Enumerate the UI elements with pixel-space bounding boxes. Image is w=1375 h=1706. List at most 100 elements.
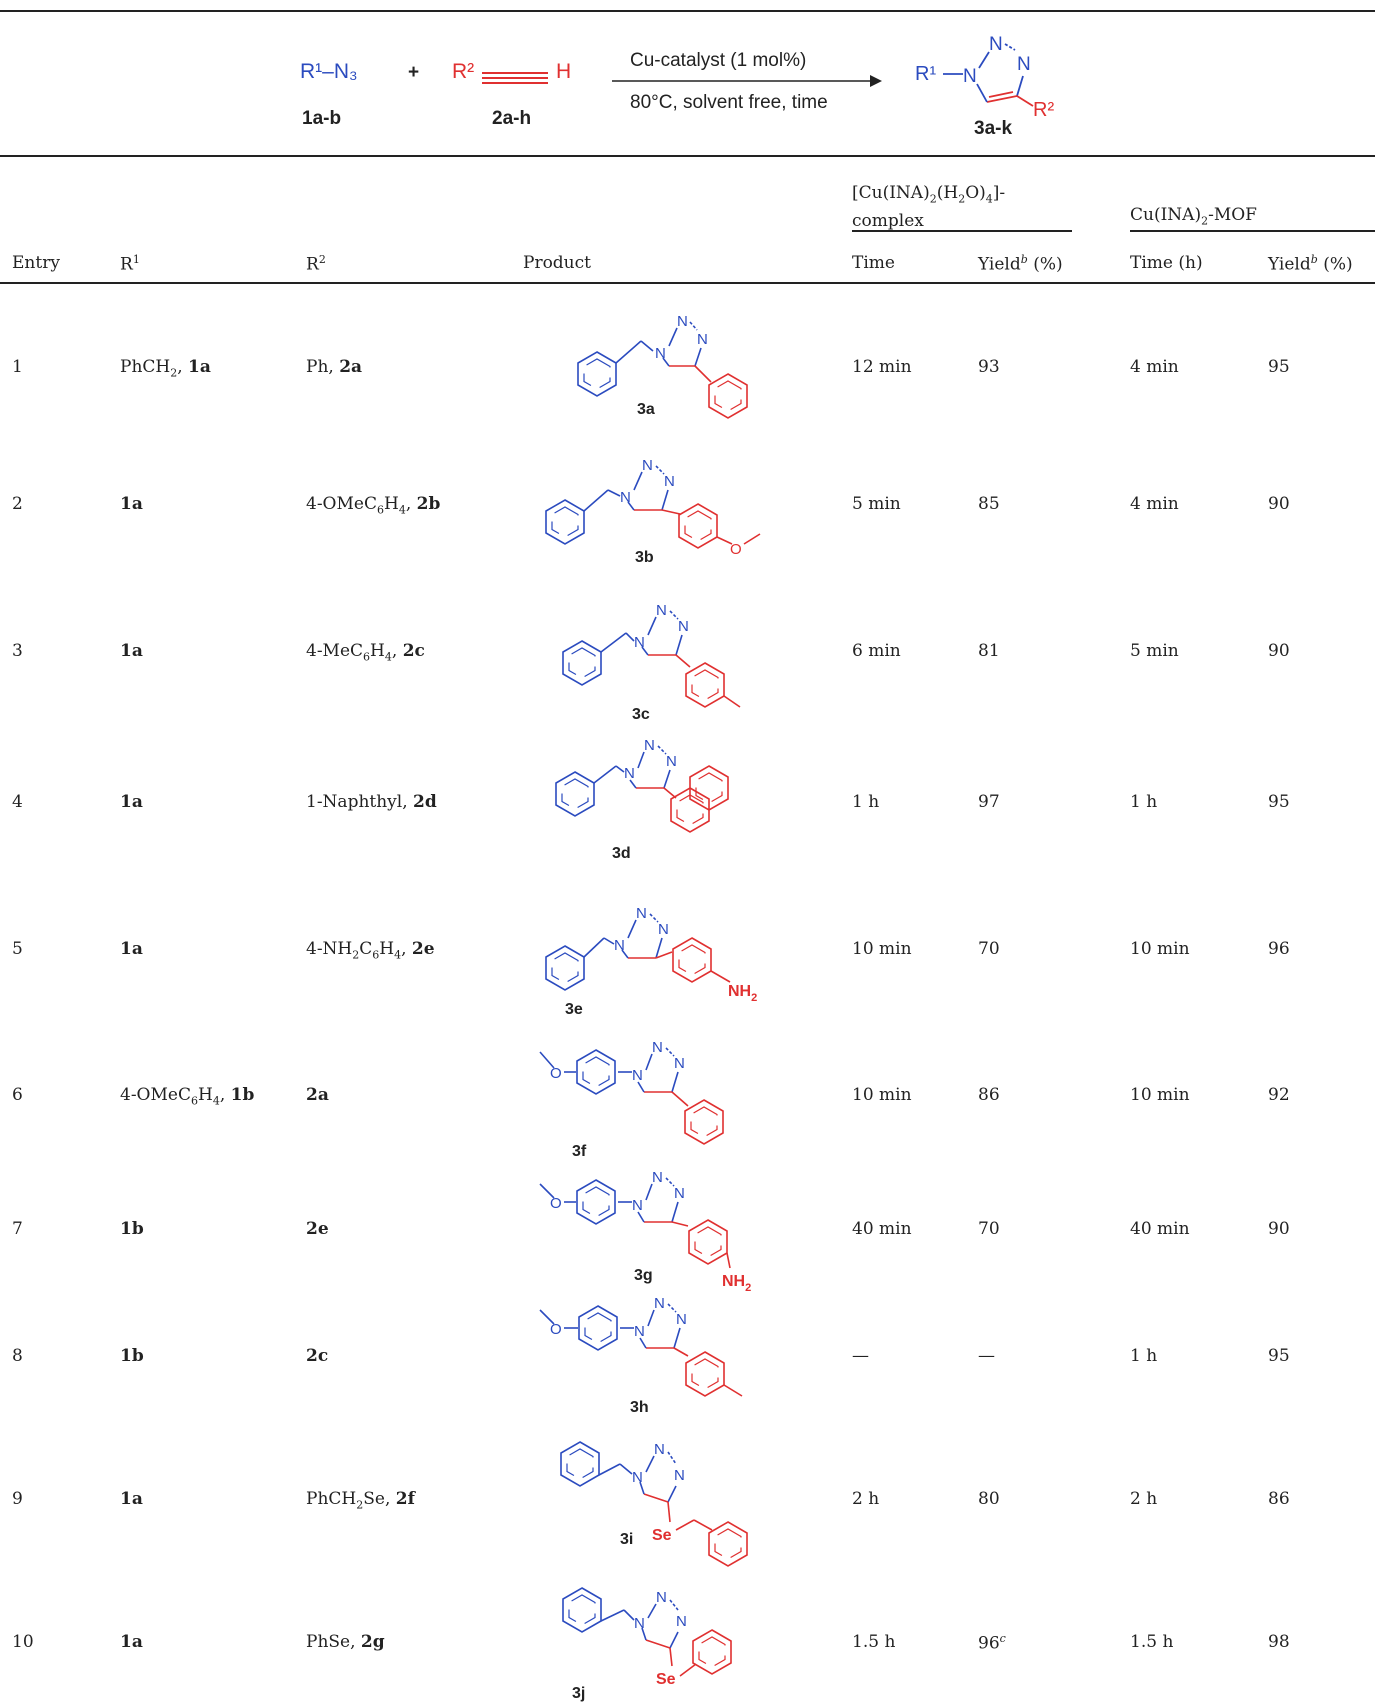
row5-entry: 5 [12, 939, 23, 959]
svg-text:N: N [652, 1039, 663, 1056]
row4-r2: 1-Naphthyl, 2d [306, 792, 437, 812]
header-entry: Entry [12, 253, 60, 273]
svg-text:N: N [678, 618, 689, 635]
row8-r1: 1b [120, 1346, 144, 1366]
product-label: 3a-k [974, 118, 1013, 139]
row9-time1: 2 h [852, 1489, 880, 1509]
row10-r2: PhSe, 2g [306, 1632, 385, 1652]
svg-text:N: N [652, 1169, 663, 1186]
group1-underline [852, 230, 1072, 232]
svg-text:N: N [674, 1185, 685, 1202]
svg-text:Se: Se [652, 1527, 672, 1544]
row5-time1: 10 min [852, 939, 912, 959]
row1-yield2: 95 [1268, 357, 1290, 377]
svg-text:N: N [636, 905, 647, 922]
svg-text:N: N [676, 1613, 687, 1630]
row5-r2: 4-NH2C6H4, 2e [306, 939, 435, 962]
row9-yield2: 86 [1268, 1489, 1290, 1509]
row3-yield2: 90 [1268, 641, 1290, 661]
row7-product-label: 3g [634, 1267, 653, 1284]
row5-time2: 10 min [1130, 939, 1190, 959]
row6-product-structure: O N N N 3f [539, 1039, 724, 1160]
product-triazole-structure: R¹ N N N R² [915, 34, 1054, 121]
row7-r2: 2e [306, 1219, 329, 1239]
plus-sign: + [408, 62, 420, 83]
svg-text:O: O [550, 1321, 562, 1338]
row5-yield2: 96 [1268, 939, 1290, 959]
row3-time2: 5 min [1130, 641, 1179, 661]
row7-yield1: 70 [978, 1219, 1000, 1239]
svg-text:N: N [656, 602, 667, 619]
row8-time2: 1 h [1130, 1346, 1158, 1366]
row6-r1: 4-OMeC6H4, 1b [120, 1085, 255, 1108]
row9-product-label: 3i [620, 1531, 633, 1548]
header-yield1: Yieldb (%) [978, 253, 1063, 275]
row7-time1: 40 min [852, 1219, 912, 1239]
header-time1: Time [852, 253, 895, 273]
row2-r2: 4-OMeC6H4, 2b [306, 494, 441, 517]
row6-yield2: 92 [1268, 1085, 1290, 1105]
scheme-bottom-rule [0, 155, 1375, 157]
row10-product-label: 3j [572, 1685, 585, 1702]
row6-time1: 10 min [852, 1085, 912, 1105]
row4-product-label: 3d [612, 845, 631, 862]
row1-r1: PhCH2, 1a [120, 357, 211, 380]
row2-yield2: 90 [1268, 494, 1290, 514]
row5-product-label: 3e [565, 1001, 583, 1018]
row8-yield2: 95 [1268, 1346, 1290, 1366]
row1-yield1: 93 [978, 357, 1000, 377]
row2-time1: 5 min [852, 494, 901, 514]
svg-text:N: N [654, 1441, 665, 1458]
row9-time2: 2 h [1130, 1489, 1158, 1509]
reactant-alkyne-r2: R² [452, 60, 475, 83]
conditions-catalyst: Cu-catalyst (1 mol%) [630, 50, 807, 71]
row8-entry: 8 [12, 1346, 23, 1366]
group2-underline [1130, 230, 1375, 232]
svg-text:N: N [676, 1311, 687, 1328]
row8-yield1: — [978, 1346, 995, 1366]
row1-r2: Ph, 2a [306, 357, 363, 377]
reactant-alkyne-label: 2a-h [492, 108, 532, 129]
row10-time1: 1.5 h [852, 1632, 896, 1652]
svg-text:N: N [677, 313, 688, 330]
row4-product-structure: N N N 3d [555, 737, 729, 862]
svg-text:N: N [624, 765, 635, 782]
header-yield2: Yieldb (%) [1268, 253, 1353, 275]
svg-text:N: N [644, 737, 655, 754]
svg-text:O: O [550, 1065, 562, 1082]
header-bottom-rule [0, 282, 1375, 284]
svg-text:N: N [634, 1615, 645, 1632]
row7-r1: 1b [120, 1219, 144, 1239]
product-r1: R¹ [915, 63, 936, 85]
svg-text:N: N [634, 1323, 645, 1340]
row2-time2: 4 min [1130, 494, 1179, 514]
row3-product-label: 3c [632, 706, 650, 723]
svg-text:N: N [963, 66, 977, 87]
row3-entry: 3 [12, 641, 23, 661]
top-rule [0, 10, 1375, 12]
row1-time2: 4 min [1130, 357, 1179, 377]
svg-text:N: N [642, 457, 653, 474]
row8-r2: 2c [306, 1346, 329, 1366]
row10-time2: 1.5 h [1130, 1632, 1174, 1652]
header-group2: Cu(INA)2-MOF [1130, 205, 1257, 228]
header-product: Product [523, 253, 591, 273]
row2-r1: 1a [120, 494, 143, 514]
svg-text:N: N [658, 921, 669, 938]
header-r1: R1 [120, 253, 140, 275]
svg-text:NH2: NH2 [728, 983, 757, 1004]
svg-text:N: N [666, 753, 677, 770]
svg-text:Se: Se [656, 1671, 676, 1688]
row7-product-structure: O N N N NH2 3g [539, 1169, 751, 1294]
svg-text:N: N [654, 1295, 665, 1312]
row8-product-label: 3h [630, 1399, 649, 1416]
row4-yield1: 97 [978, 792, 1000, 812]
reactant-azide-label: 1a-b [302, 108, 342, 129]
row8-time1: — [852, 1346, 869, 1366]
header-r2: R2 [306, 253, 326, 275]
row1-product-structure: N N N 3a [577, 313, 748, 419]
row4-time1: 1 h [852, 792, 880, 812]
row4-time2: 1 h [1130, 792, 1158, 812]
row1-product-label: 3a [637, 401, 655, 418]
svg-text:N: N [656, 1589, 667, 1606]
